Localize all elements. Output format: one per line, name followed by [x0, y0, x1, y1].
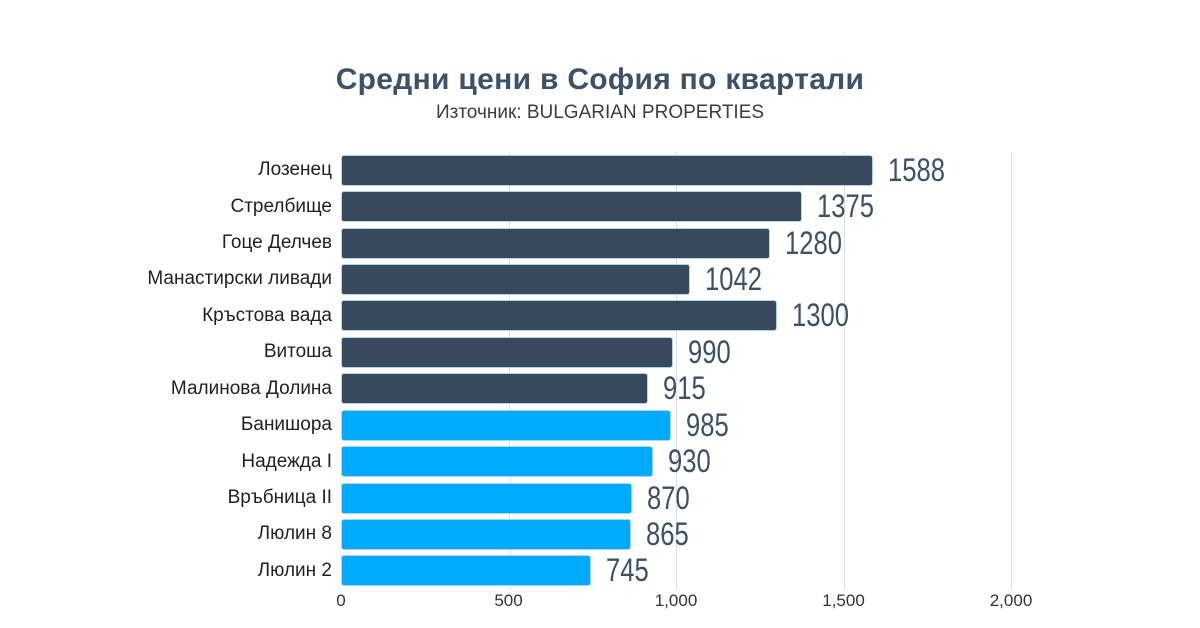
value-label: 985 [685, 406, 729, 443]
x-tick-label: 500 [494, 591, 523, 610]
category-label: Надежда I [241, 450, 332, 472]
bar [341, 300, 777, 332]
gridlines [341, 152, 1012, 589]
value-label: 870 [647, 479, 691, 516]
bar [341, 555, 591, 587]
bar-row: Манастирски ливади 1042 [0, 261, 1200, 297]
bar-track: 865 [341, 515, 1011, 552]
bar-track: 985 [341, 406, 1011, 443]
chart-subtitle: Източник: BULGARIAN PROPERTIES [435, 102, 765, 123]
x-tick-label: 0 [336, 591, 346, 610]
bar [341, 373, 648, 405]
bar [341, 191, 802, 223]
bar-row: Надежда I 930 [0, 443, 1200, 479]
gridline [508, 152, 510, 589]
value-label: 1042 [705, 260, 763, 297]
gridline [676, 152, 677, 589]
gridline [1011, 152, 1012, 589]
category-label: Витоша [263, 341, 332, 363]
category-label: Малинова Долина [170, 377, 332, 399]
category-label: Кръстова вада [202, 304, 332, 326]
value-label: 990 [687, 333, 731, 370]
value-label: 1280 [784, 224, 842, 261]
bar-track: 870 [341, 479, 1011, 516]
category-label: Люлин 8 [257, 523, 332, 545]
bar [341, 263, 691, 295]
bar-row: Гоце Делчев 1280 [0, 225, 1200, 261]
bar-track: 915 [341, 370, 1011, 407]
bar [341, 518, 631, 550]
value-label: 1375 [816, 188, 874, 225]
value-label: 745 [605, 552, 649, 589]
bar-track: 1375 [341, 188, 1011, 225]
x-tick-label: 2,000 [989, 591, 1033, 610]
x-axis: 0 500 1,000 1,500 2,000 [336, 591, 1032, 617]
value-label: 1300 [791, 297, 849, 334]
value-label: 915 [662, 370, 706, 407]
bar-row: Люлин 8 865 [0, 516, 1200, 552]
bar-track: 930 [341, 443, 1011, 480]
bar-track: 745 [341, 552, 1011, 589]
gridline [843, 152, 845, 589]
bar-row: Стрелбище 1375 [0, 188, 1200, 224]
bar [341, 227, 770, 259]
bar [341, 446, 653, 478]
bar-row: Люлин 2 745 [0, 552, 1200, 589]
category-label: Връбница II [227, 487, 332, 508]
value-label: 1588 [887, 151, 945, 188]
bar-row: Лозенец 1588 [0, 152, 1200, 188]
value-label: 865 [645, 515, 689, 552]
category-label: Люлин 2 [257, 559, 332, 581]
category-label: Банишора [240, 414, 332, 436]
category-label: Манастирски ливади [147, 268, 332, 290]
bar [341, 409, 671, 441]
bar [341, 336, 673, 368]
x-tick-label: 1,500 [822, 591, 865, 610]
value-label: 930 [667, 443, 711, 480]
bar-chart: Лозенец 1588 Стрелбище 1375 Гоце Делчев 1280 М… [0, 152, 1200, 589]
category-label: Стрелбище [230, 195, 333, 217]
bar-row: Витоша 990 [0, 334, 1200, 370]
bar-row: Кръстова вада 1300 [0, 297, 1200, 334]
bars-area: Лозенец 1588 Стрелбище 1375 Гоце Делчев 1280 М… [0, 152, 1200, 589]
bar-track: 1588 [341, 151, 1011, 188]
bar-row: Връбница II 870 [0, 480, 1200, 516]
bar-track: 990 [341, 333, 1011, 370]
bar [341, 154, 873, 186]
bar-track: 1300 [341, 297, 1011, 334]
chart-title: Средни цени в София по квартали [335, 63, 865, 96]
category-label: Гоце Делчев [221, 232, 332, 254]
category-label: Лозенец [258, 159, 332, 181]
x-tick-label: 1,000 [654, 591, 698, 610]
bar-row: Малинова Долина 915 [0, 370, 1200, 407]
bar-track: 1280 [341, 224, 1011, 261]
bar-track: 1042 [341, 260, 1011, 297]
bar-row: Банишора 985 [0, 407, 1200, 443]
bar [341, 482, 633, 514]
